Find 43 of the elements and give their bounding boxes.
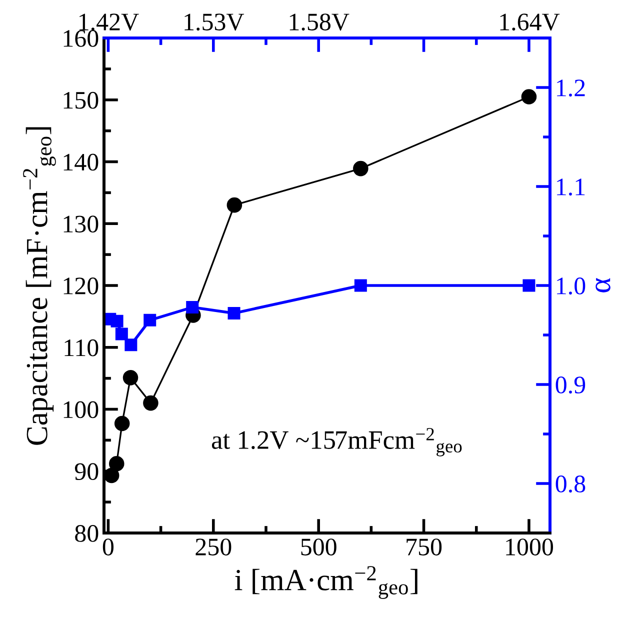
point: [186, 301, 199, 314]
y-tick-label: 80: [75, 525, 98, 542]
x-tick-label: 0: [102, 538, 114, 556]
point: [110, 314, 124, 328]
text: 1.64V: [500, 14, 560, 31]
text: 1.42V: [80, 14, 139, 31]
point: [522, 279, 536, 292]
point: [122, 370, 138, 386]
y2-tick-label: 1.2: [557, 80, 585, 97]
y-tick-label: 110: [64, 339, 98, 356]
y2-tick-label: 1.0: [557, 278, 586, 295]
point: [228, 306, 240, 320]
text: 1.58V: [290, 14, 350, 31]
text: 1.53V: [184, 14, 244, 31]
point: [108, 456, 124, 472]
point: [144, 314, 156, 326]
x-tick-label: 500: [301, 538, 336, 556]
x-tick-label: 250: [196, 538, 232, 556]
point: [114, 416, 130, 432]
point: [143, 395, 158, 411]
point: [124, 338, 138, 352]
x-axis-title: i [mA·cm$^{−2}$$_{geo}$]: [234, 566, 418, 599]
y2-tick-label: 1.1: [557, 178, 585, 196]
y2-tick-label: 0.9: [556, 376, 586, 394]
y-tick-label: 150: [64, 92, 98, 109]
point: [226, 197, 242, 213]
point: [354, 279, 367, 292]
y-tick-label: 130: [64, 216, 98, 233]
x-tick-label: 750: [406, 538, 442, 556]
y2-tick-label: 0.8: [556, 476, 586, 493]
y-tick-label: 90: [74, 463, 98, 480]
y2-axis-title: α: [596, 278, 610, 292]
y-tick-label: 120: [64, 278, 98, 294]
x-tick-label: 1000: [506, 538, 554, 556]
y-tick-label: 160: [64, 30, 98, 47]
point: [115, 328, 128, 340]
annotation: at 1.2V ~157mFcm$^{−2}$$_{geo}$: [212, 428, 462, 456]
y-axis-title: Capacitance [mF·cm$^{−2}$$_{geo}$]: [23, 127, 56, 445]
point: [353, 160, 368, 176]
y-tick-label: 140: [64, 154, 98, 171]
point: [104, 468, 120, 484]
y-tick-label: 100: [64, 401, 98, 418]
point: [521, 89, 537, 104]
